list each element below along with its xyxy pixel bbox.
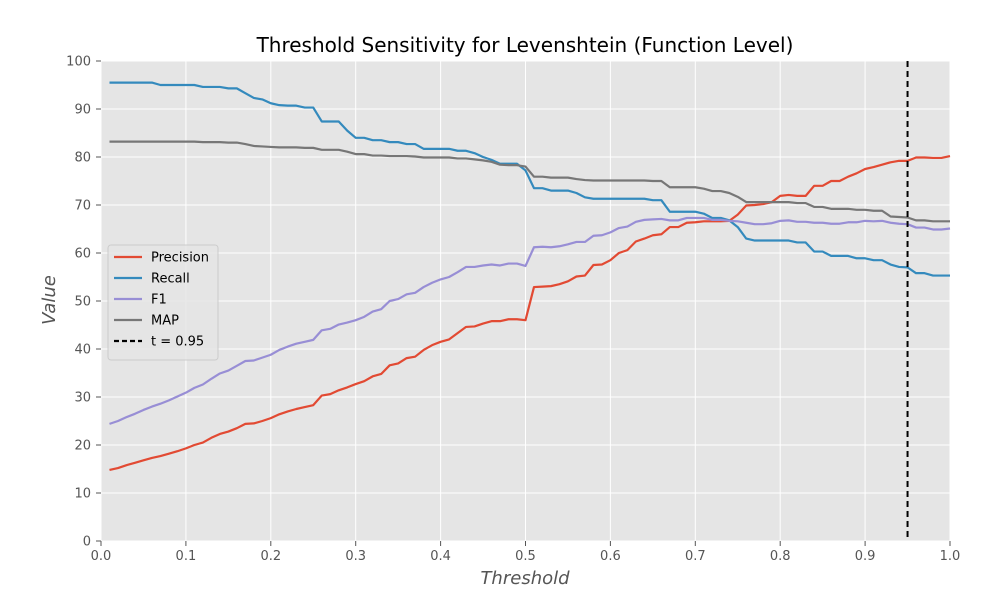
y-axis-label: Value (39, 275, 60, 325)
x-tick-label: 0.2 (260, 549, 281, 564)
y-tick-label: 80 (74, 151, 91, 166)
x-tick-label: 0.7 (685, 549, 706, 564)
legend-box (107, 244, 219, 361)
series-line-map (109, 140, 950, 223)
chart-title: Threshold Sensitivity for Levenshtein (F… (256, 33, 794, 57)
y-tick-label: 60 (74, 247, 91, 262)
legend-label: Recall (151, 272, 190, 287)
x-tick-label: 0.5 (515, 549, 536, 564)
x-tick-label: 0.6 (600, 549, 621, 564)
x-tick-label: 0.9 (855, 549, 876, 564)
series-lines (109, 81, 951, 472)
x-tick-label: 0.1 (176, 549, 197, 564)
y-tick-label: 10 (74, 487, 91, 502)
legend-label: F1 (151, 293, 167, 308)
series-line-precision (109, 154, 951, 472)
legend-label: MAP (151, 314, 179, 329)
y-tick-label: 50 (74, 295, 91, 310)
series-line-recall (109, 81, 950, 277)
y-tick-label: 40 (74, 343, 91, 358)
y-tick-label: 70 (74, 199, 91, 214)
y-tick-label: 20 (74, 439, 91, 454)
x-tick-label: 0.3 (345, 549, 366, 564)
x-axis-ticks: 0.0 0.1 0.2 0.3 0.4 0.5 0.6 0.7 0.8 0.9 1.0 (91, 541, 961, 564)
legend: Precision Recall F1 MAP t = 0.95 (107, 244, 219, 361)
y-tick-label: 30 (74, 391, 91, 406)
x-tick-label: 0.0 (91, 549, 112, 564)
y-axis-ticks: 0 10 20 30 40 50 60 70 80 90 100 (66, 55, 101, 550)
x-axis-label: Threshold (480, 568, 570, 589)
x-tick-label: 0.8 (770, 549, 791, 564)
legend-label: t = 0.95 (151, 335, 204, 350)
y-tick-label: 90 (74, 103, 91, 118)
legend-label: Precision (151, 251, 209, 266)
y-tick-label: 0 (83, 535, 91, 550)
y-tick-label: 100 (66, 55, 91, 70)
x-tick-label: 1.0 (940, 549, 961, 564)
x-tick-label: 0.4 (430, 549, 451, 564)
series-line-f1 (109, 216, 951, 425)
